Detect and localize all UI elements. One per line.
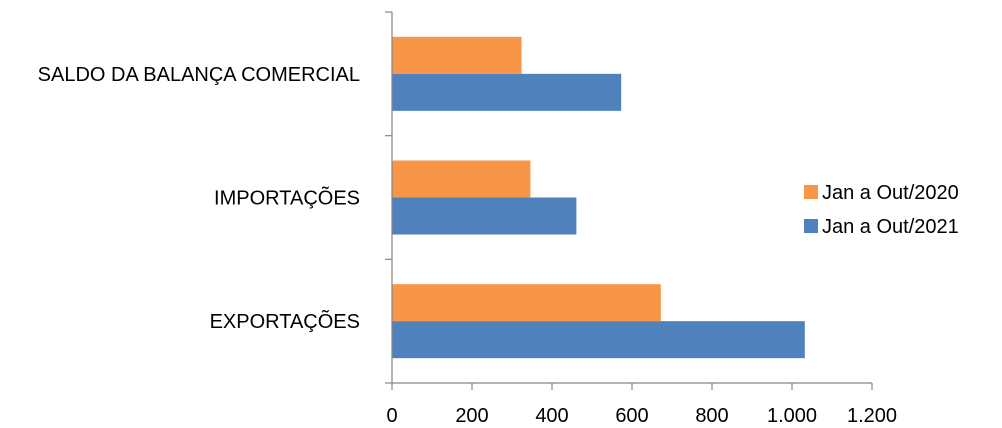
legend-swatch	[804, 185, 818, 199]
x-tick-label: 1.000	[767, 405, 817, 427]
category-label: SALDO DA BALANÇA COMERCIAL	[38, 64, 360, 86]
x-tick-label: 1.200	[847, 405, 897, 427]
bar-jan-out-2021-1	[392, 197, 577, 235]
x-tick-label: 200	[455, 405, 488, 427]
x-tick-label: 800	[695, 405, 728, 427]
legend: Jan a Out/2020 Jan a Out/2021	[804, 182, 959, 238]
x-tick-label: 600	[615, 405, 648, 427]
x-tick-label: 400	[535, 405, 568, 427]
bar-jan-out-2020-0	[392, 36, 522, 74]
bar-jan-out-2020-1	[392, 160, 531, 198]
category-label: IMPORTAÇÕES	[214, 186, 360, 210]
bar-jan-out-2020-2	[392, 284, 661, 322]
legend-swatch	[804, 219, 818, 233]
category-label: EXPORTAÇÕES	[210, 309, 360, 333]
category-labels: SALDO DA BALANÇA COMERCIAL IMPORTAÇÕES EXP…	[38, 64, 360, 333]
legend-label: Jan a Out/2020	[822, 182, 959, 204]
x-tick-label: 0	[386, 405, 397, 427]
bar-jan-out-2021-0	[392, 73, 622, 111]
bars-layer	[392, 36, 805, 359]
bar-jan-out-2021-2	[392, 321, 805, 359]
legend-label: Jan a Out/2021	[822, 216, 959, 238]
ticks-layer: 0 200 400 600 800 1.000 1.200	[385, 11, 897, 427]
